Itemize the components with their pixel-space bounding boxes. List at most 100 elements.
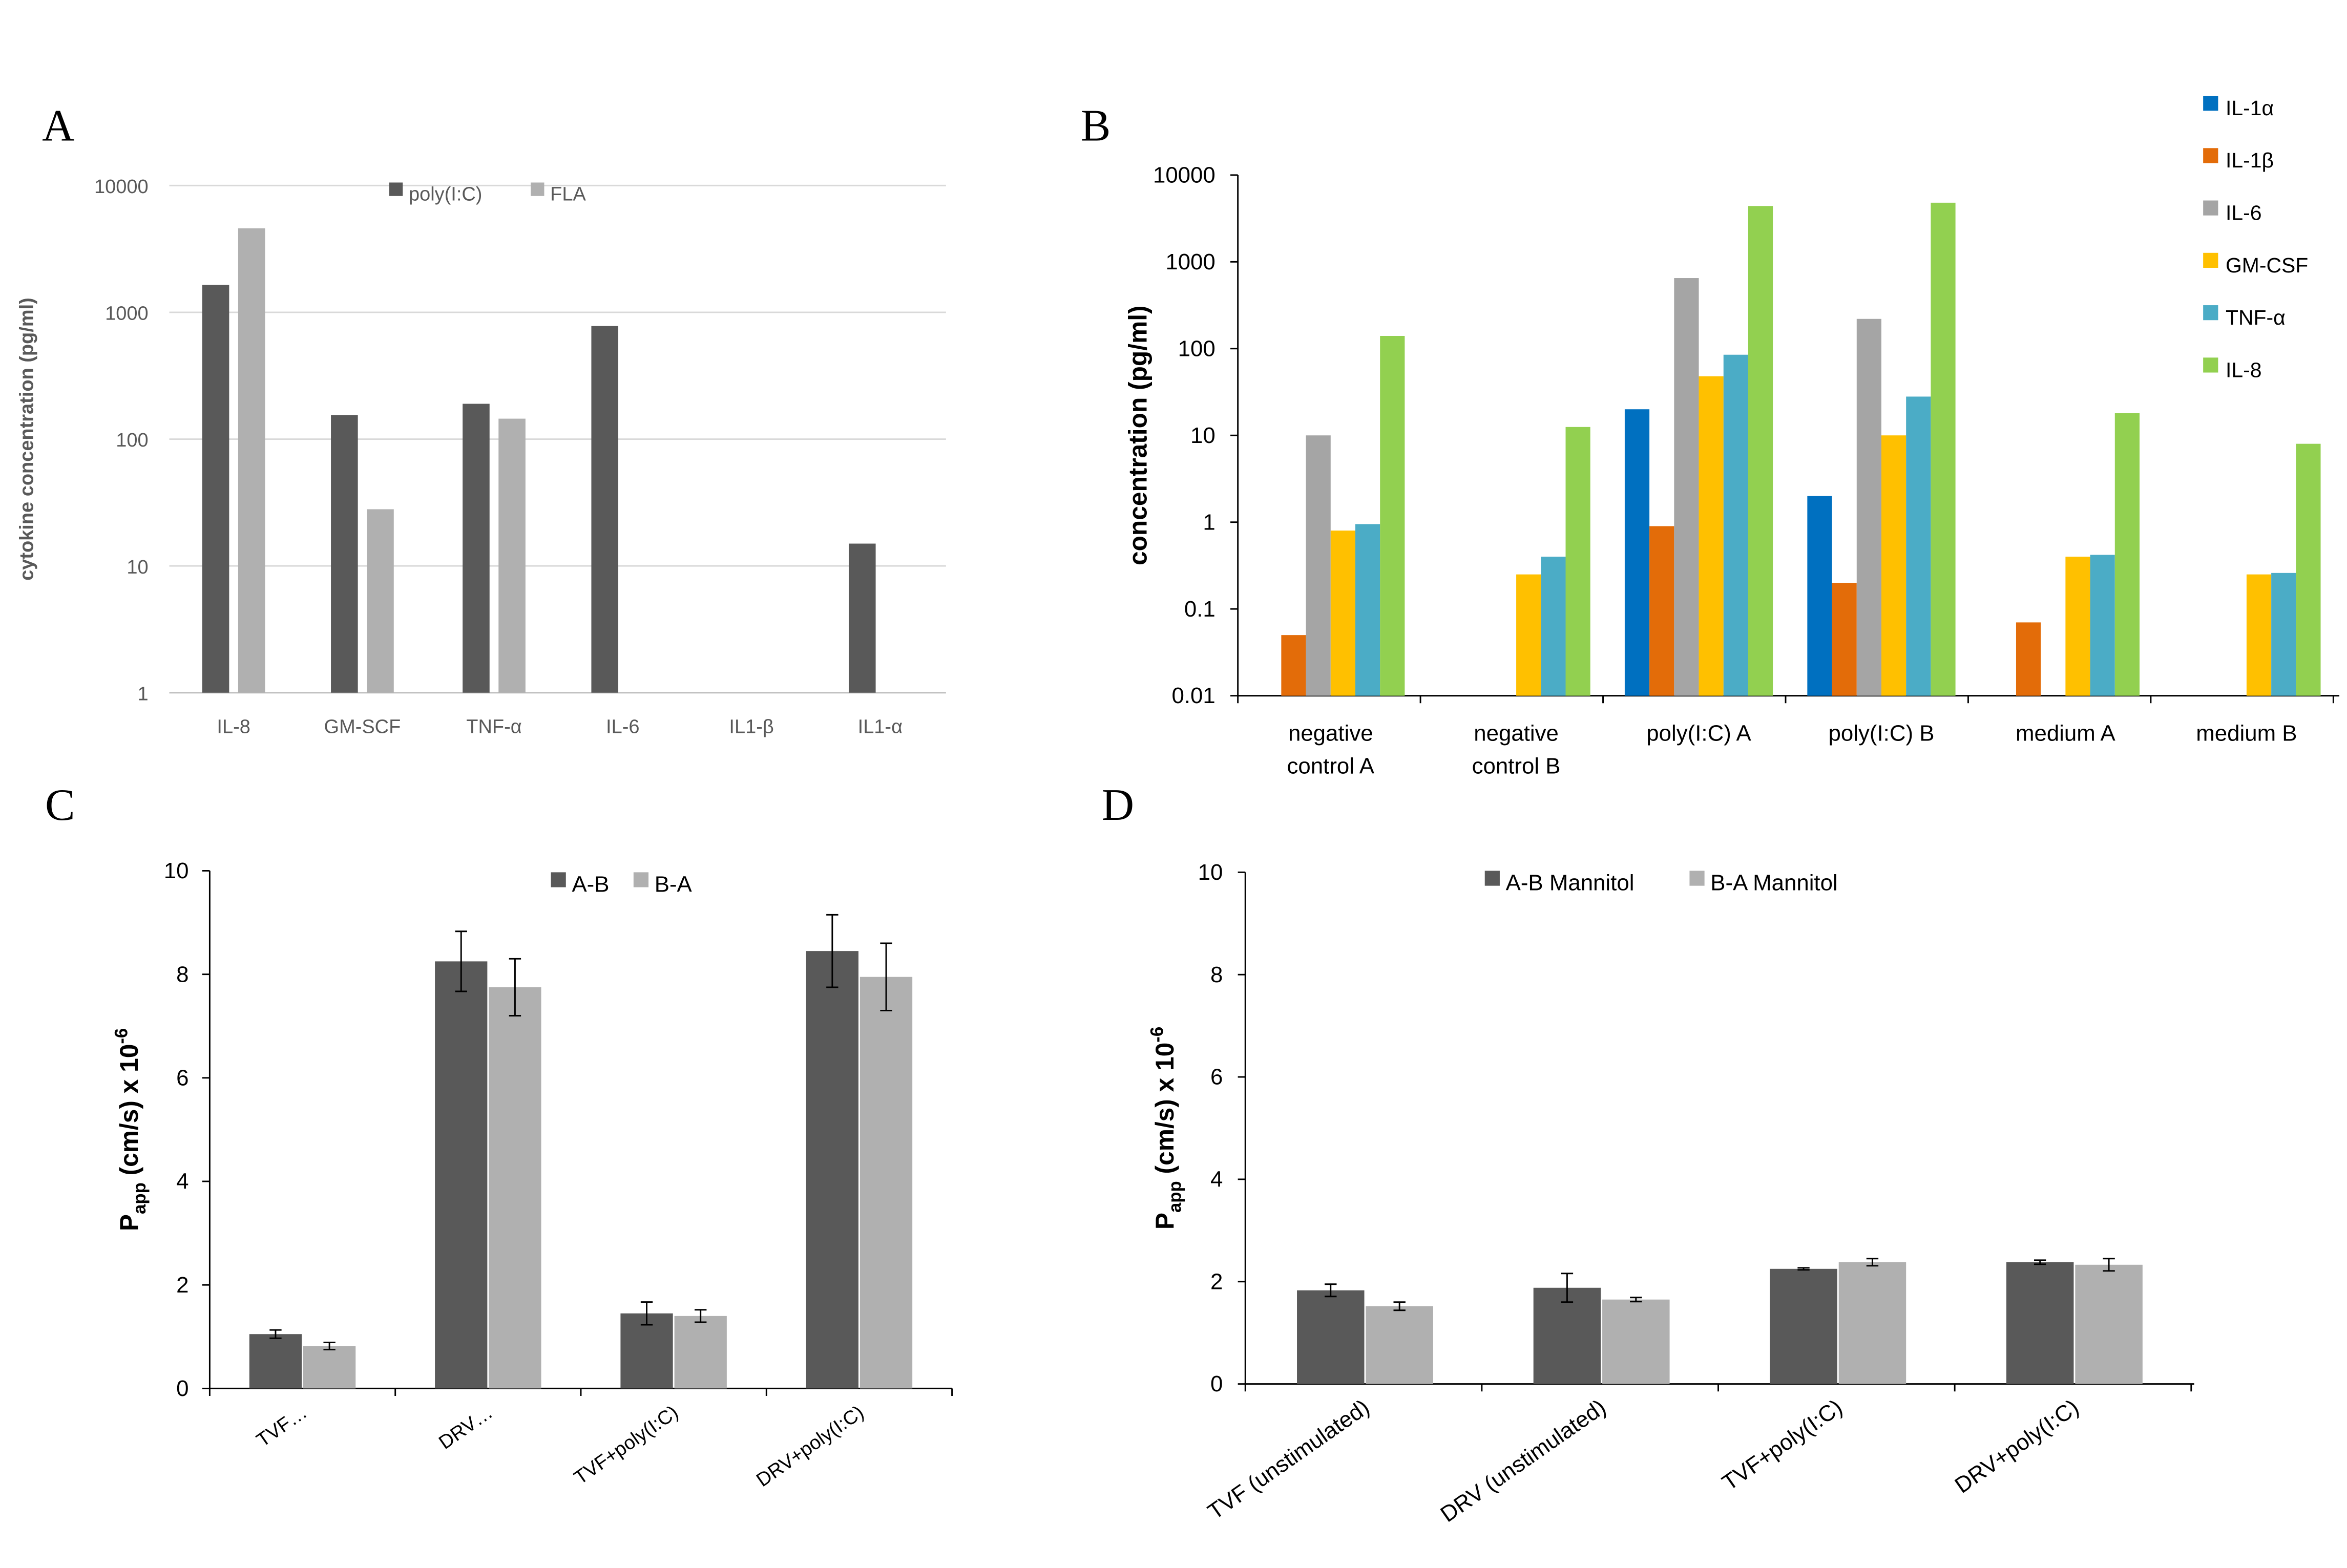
bar (1624, 409, 1650, 696)
x-category-label: TVF+poly(I:C) (1717, 1394, 1847, 1495)
bar (331, 415, 358, 693)
bar (674, 1316, 727, 1389)
bar (1807, 496, 1832, 696)
bar (2075, 1264, 2143, 1384)
y-axis-label: Papp (cm/s) x 10-6 (112, 1028, 150, 1231)
y-tick-label: 6 (176, 1065, 188, 1090)
bar (1770, 1268, 1837, 1384)
x-category-label: IL-8 (217, 716, 250, 738)
panel-letter: B (1081, 101, 1110, 151)
y-axis-label: cytokine concentration (pg/ml) (16, 298, 38, 581)
x-category-label: TVF+poly(I:C) (570, 1402, 682, 1489)
bar (591, 326, 619, 693)
legend-swatch (633, 872, 649, 887)
x-category-label: poly(I:C) B (1829, 721, 1935, 746)
legend-label: IL-1β (2226, 149, 2274, 172)
legend-swatch (531, 182, 544, 196)
y-tick-label: 100 (1178, 336, 1216, 361)
bar (2006, 1262, 2074, 1384)
x-category-label: DRV (unstimulated) (1436, 1394, 1610, 1527)
legend-swatch (2203, 305, 2218, 321)
bar (2090, 555, 2115, 696)
legend: poly(I:C) FLA (389, 182, 586, 205)
bar (848, 543, 876, 693)
bar (1931, 202, 1956, 696)
y-axis-label: Papp (cm/s) x 10-6 (1148, 1027, 1185, 1230)
bar (498, 418, 526, 693)
bar (806, 951, 858, 1389)
bar (1306, 435, 1331, 696)
y-axis-label: concentration (pg/ml) (1123, 305, 1152, 565)
x-category-label: IL1-β (729, 716, 773, 738)
y-tick-label: 1 (1203, 510, 1215, 535)
panel-d: D 0 2 4 6 8 10 TVF (unstimulated) DRV (unstimula… (1102, 780, 2194, 1527)
bar (1906, 396, 1931, 696)
bar (249, 1334, 302, 1389)
y-tick-label: 2 (1210, 1269, 1223, 1294)
x-category-label: poly(I:C) A (1646, 721, 1751, 746)
bar (620, 1313, 673, 1389)
y-tick-label: 1000 (1165, 249, 1215, 274)
legend-label: FLA (550, 184, 586, 205)
x-category-label: DRV+poly(I:C) (1951, 1394, 2084, 1498)
y-tick-label: 10 (164, 858, 189, 883)
legend-label: poly(I:C) (409, 184, 482, 205)
legend-swatch (551, 872, 566, 887)
legend-swatch (389, 182, 403, 196)
y-tick-label: 6 (1210, 1065, 1223, 1090)
bar (1330, 531, 1355, 696)
bar (202, 285, 229, 693)
y-tick-label: 10 (1198, 860, 1223, 885)
bar (489, 987, 541, 1389)
bar (1838, 1262, 1906, 1384)
y-tick-label: 10000 (1153, 162, 1216, 187)
bar (2016, 622, 2041, 696)
x-category-label: DRV+poly(I:C) (752, 1402, 868, 1491)
bar (1602, 1299, 1670, 1384)
legend-swatch (2203, 95, 2218, 111)
legend-swatch (2203, 200, 2218, 216)
y-tick-label: 0.1 (1184, 597, 1216, 622)
legend-swatch (2203, 252, 2218, 268)
bar (2296, 443, 2321, 696)
y-tick-label: 8 (176, 962, 188, 987)
y-tick-label: 4 (176, 1169, 188, 1194)
bar (1832, 583, 1857, 696)
legend-label: IL-1α (2226, 96, 2274, 120)
legend-label: B-A Mannitol (1710, 870, 1837, 895)
panel-b: B 0.01 0.1 1 10 100 1000 10000 negative control A… (1081, 95, 2340, 779)
legend-swatch (1689, 871, 1705, 886)
y-tick-label: 10000 (94, 176, 149, 198)
legend: IL-1α IL-1β IL-6 GM-CSF TNF-α IL-8 (2203, 95, 2308, 382)
legend-swatch (2203, 148, 2218, 163)
x-category-label: TVF (unstimulated) (1203, 1394, 1374, 1524)
legend-label: GM-CSF (2226, 253, 2308, 277)
bar (860, 977, 913, 1389)
panel-a: A 1 10 100 1000 10000 IL-8 GM-SCF TNF-α IL-6 IL1-β… (16, 101, 946, 738)
x-category-label: negative control A (1287, 721, 1375, 778)
y-tick-label: 4 (1210, 1167, 1223, 1192)
bar (1565, 427, 1590, 696)
legend-label: A-B (572, 872, 609, 897)
x-category-label: negative control B (1472, 721, 1561, 778)
bar (1674, 278, 1699, 696)
x-category-label: GM-SCF (324, 716, 401, 738)
y-tick-label: 2 (176, 1273, 188, 1298)
legend: A-B B-A (551, 872, 693, 897)
x-category-label: TNF-α (466, 716, 521, 738)
y-tick-label: 0 (1210, 1371, 1223, 1396)
y-tick-label: 1000 (105, 303, 148, 325)
bar (1881, 435, 1906, 696)
bar (367, 509, 394, 693)
y-tick-label: 100 (116, 430, 148, 451)
legend-swatch (2203, 357, 2218, 373)
bar (2246, 574, 2272, 696)
bar (435, 961, 488, 1389)
bar (238, 228, 265, 693)
bar (1355, 524, 1380, 696)
bar (1723, 354, 1748, 696)
legend-swatch (1484, 871, 1500, 886)
x-category-label: medium B (2196, 721, 2297, 746)
bar (2271, 573, 2296, 696)
